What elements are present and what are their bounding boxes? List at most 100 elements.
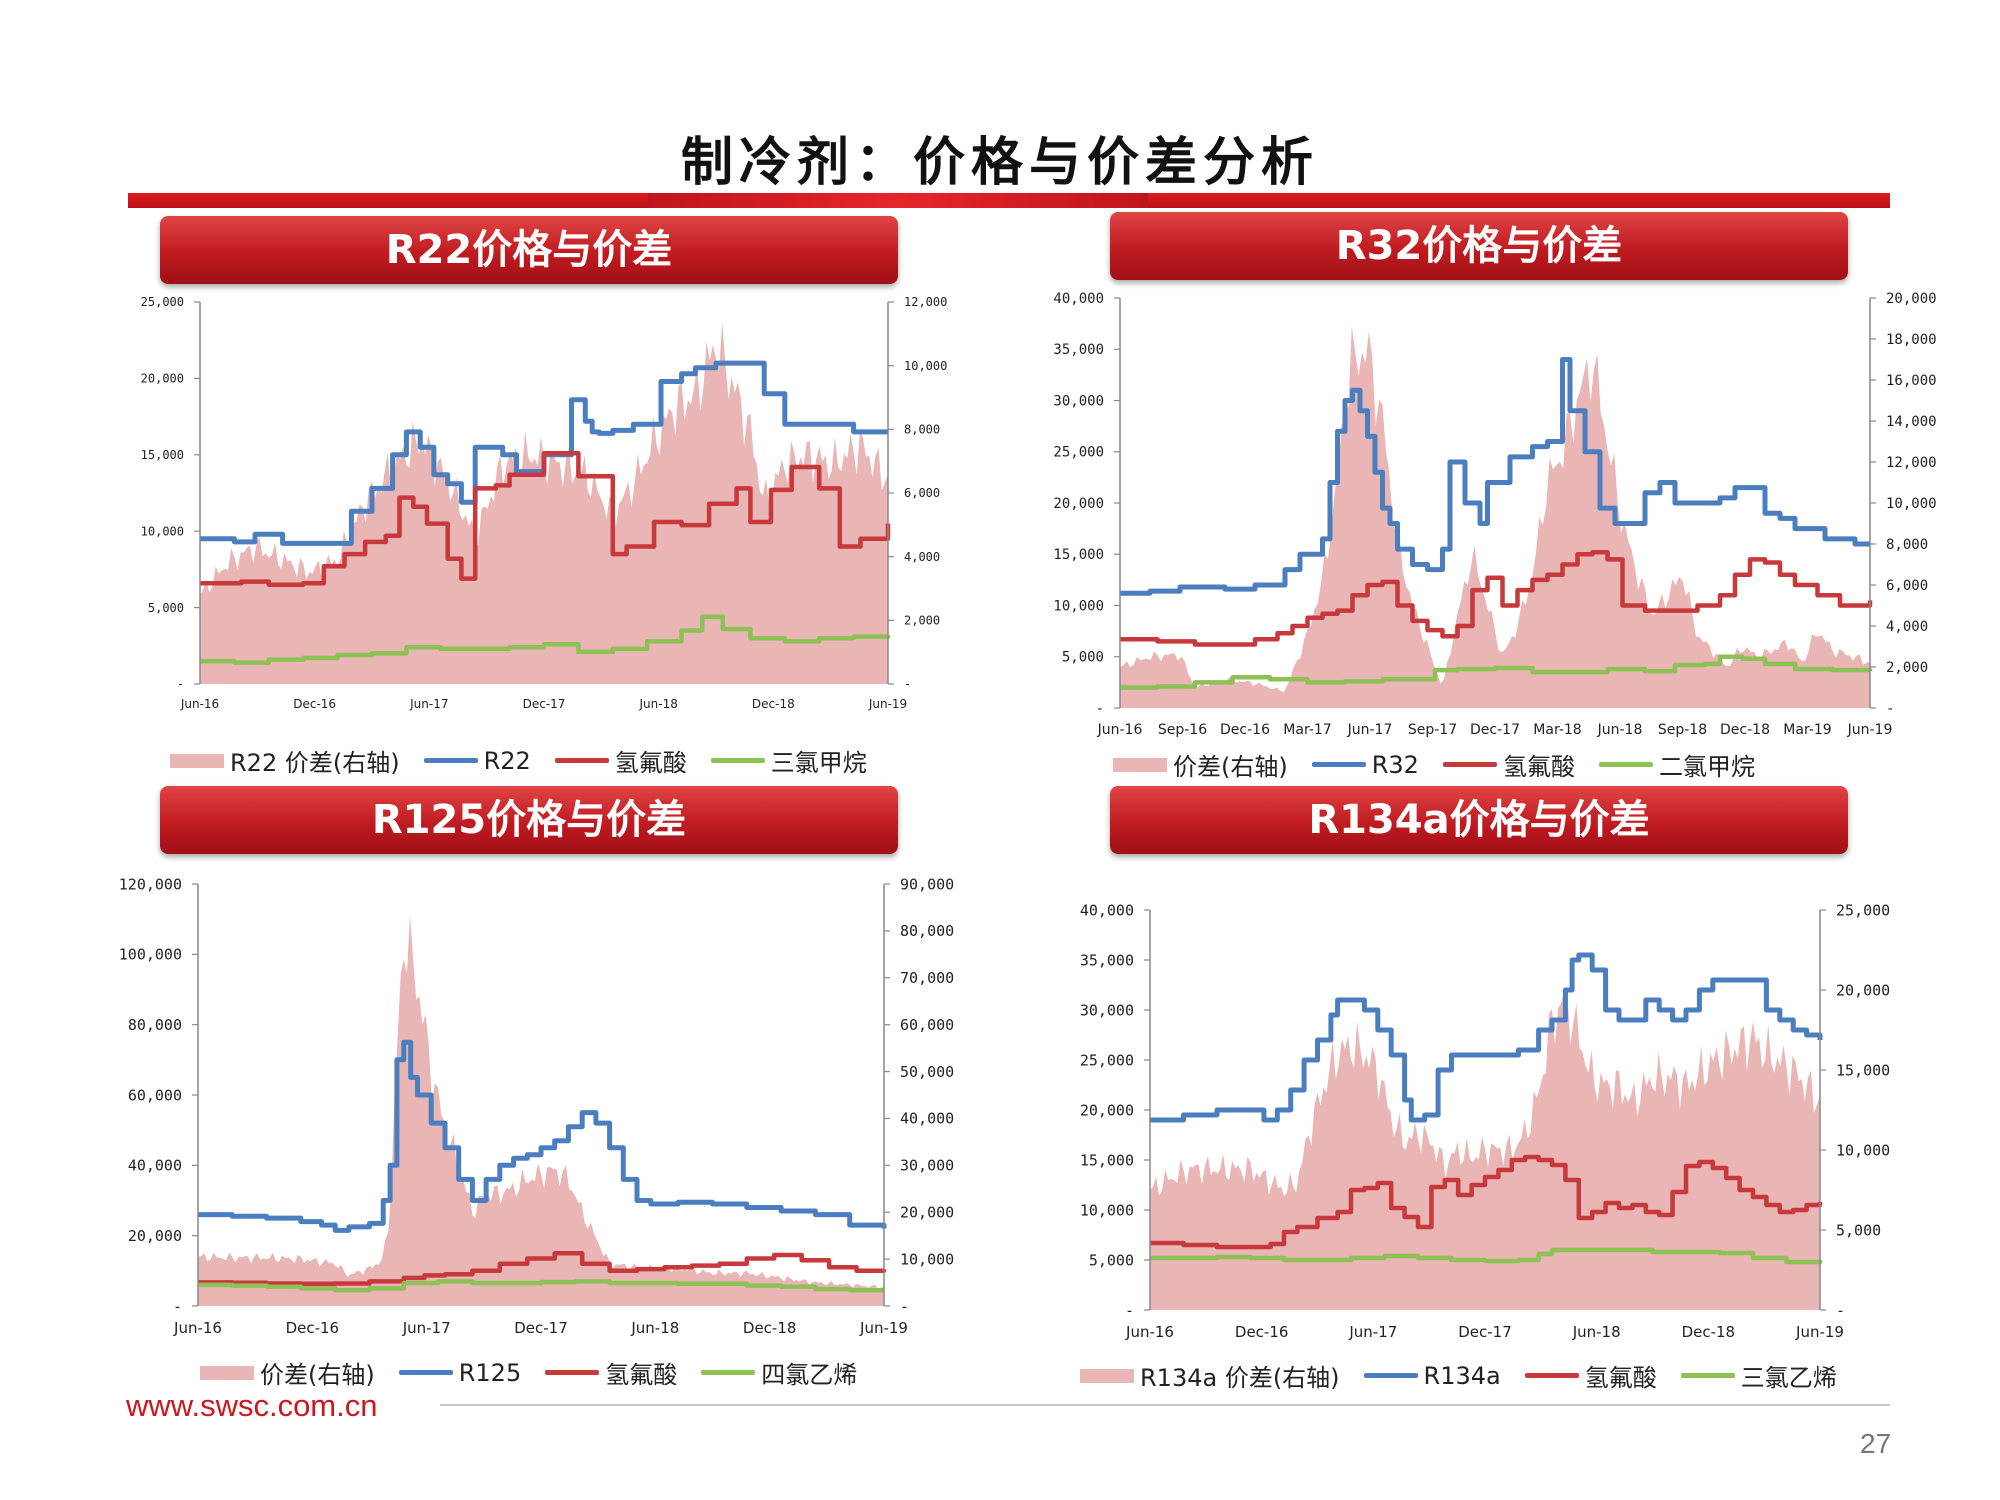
r125-y-left-tick-label: - (173, 1297, 182, 1315)
r125-x-tick-label: Dec-16 (286, 1319, 340, 1337)
r22-y-left-tick-label: 5,000 (148, 601, 184, 615)
r125-x-tick-label: Jun-19 (859, 1319, 908, 1337)
legend-swatch-feed (1598, 762, 1653, 767)
legend-swatch-main (1311, 762, 1366, 767)
r125-y-left-tick-label: 100,000 (119, 946, 182, 964)
r32-y-left-tick-label: 35,000 (1053, 342, 1104, 358)
r22-y-right-tick-label: 2,000 (904, 614, 940, 628)
r134a-y-left-tick-label: 35,000 (1080, 951, 1134, 969)
r32-x-tick-label: Sep-16 (1158, 722, 1207, 738)
r22-y-right-tick-label: 10,000 (904, 359, 947, 373)
r125-x-tick-label: Jun-17 (402, 1319, 451, 1337)
r32-x-tick-label: Dec-18 (1720, 722, 1770, 738)
r32-x-tick-label: Sep-18 (1658, 722, 1707, 738)
r32-y-left-tick-label: 20,000 (1053, 496, 1104, 512)
r32-y-right-tick-label: 4,000 (1886, 619, 1928, 635)
r134a-y-right-tick-label: 25,000 (1836, 901, 1890, 919)
r32-y-left-tick-label: 5,000 (1062, 650, 1104, 666)
legend-item: 氢氟酸 (1524, 1358, 1657, 1393)
legend-label: 三氯乙烯 (1740, 1364, 1837, 1392)
r32-x-tick-label: Jun-18 (1597, 722, 1643, 738)
r22-y-right-tick-label: 4,000 (904, 550, 940, 564)
r134a-y-left-tick-label: 10,000 (1080, 1201, 1134, 1219)
r134a-y-right-tick-label: 10,000 (1836, 1141, 1890, 1159)
r32-panel-title: R32价格与价差 (1110, 212, 1848, 280)
r32-y-right-tick-label: 16,000 (1886, 373, 1937, 389)
r32-x-tick-label: Jun-19 (1847, 722, 1893, 738)
legend-item: R32 (1311, 750, 1419, 779)
legend-item: 二氯甲烷 (1598, 747, 1755, 782)
legend-item: 氢氟酸 (545, 1355, 677, 1390)
r134a-y-right-tick-label: 15,000 (1836, 1061, 1890, 1079)
legend-swatch-feed (701, 1370, 756, 1375)
r32-y-right-tick-label: 6,000 (1886, 578, 1928, 594)
r125-x-tick-label: Jun-16 (173, 1319, 222, 1337)
r32-y-right-tick-label: 2,000 (1886, 660, 1928, 676)
r32-x-tick-label: Sep-17 (1408, 722, 1457, 738)
legend-label: R134a 价差(右轴) (1140, 1364, 1340, 1392)
r22-x-tick-label: Jun-17 (409, 697, 448, 711)
legend-item: 氢氟酸 (1442, 747, 1575, 782)
r22-x-tick-label: Jun-18 (638, 697, 677, 711)
r134a-x-tick-label: Jun-18 (1572, 1323, 1621, 1341)
r125-y-left-tick-label: 60,000 (128, 1086, 182, 1104)
legend-swatch-spread (1080, 1368, 1134, 1383)
legend-swatch-main (398, 1370, 453, 1375)
legend-item: R22 (423, 747, 531, 775)
legend-item: R134a 价差(右轴) (1080, 1358, 1340, 1393)
r125-legend: 价差(右轴) R125 氢氟酸 四氯乙烯 (200, 1355, 881, 1390)
r32-x-tick-label: Dec-16 (1220, 722, 1270, 738)
legend-label: R125 (458, 1358, 522, 1387)
legend-swatch-hf (545, 1370, 600, 1375)
legend-label: 氢氟酸 (605, 1361, 678, 1389)
r125-y-right-tick-label: 30,000 (900, 1157, 954, 1175)
r125-x-tick-label: Jun-18 (630, 1319, 679, 1337)
r22-y-right-tick-label: 12,000 (904, 295, 947, 309)
r22-y-left-tick-label: 20,000 (141, 372, 184, 386)
legend-label: 二氯甲烷 (1658, 753, 1755, 781)
r125-y-right-tick-label: 90,000 (900, 875, 954, 893)
legend-item: 价差(右轴) (1113, 747, 1288, 782)
r22-y-left-tick-label: 15,000 (141, 448, 184, 462)
footer-url-link[interactable]: www.swsc.com.cn (126, 1388, 378, 1423)
page-title: 制冷剂：价格与价差分析 (680, 132, 1319, 193)
r22-y-right-tick-label: - (904, 677, 911, 691)
r22-x-tick-label: Dec-16 (293, 697, 336, 711)
legend-item: 氢氟酸 (554, 743, 687, 778)
r134a-y-left-tick-label: 15,000 (1080, 1151, 1134, 1169)
r134a-x-tick-label: Jun-17 (1348, 1323, 1397, 1341)
r134a-x-tick-label: Jun-19 (1795, 1323, 1844, 1341)
legend-swatch-feed (710, 758, 765, 763)
r134a-y-left-tick-label: 40,000 (1080, 901, 1134, 919)
legend-label: R22 价差(右轴) (230, 749, 400, 777)
r22-series-spread-area (200, 322, 888, 684)
r134a-series-line-2 (1150, 1154, 1823, 1250)
legend-swatch-hf (554, 758, 609, 763)
legend-swatch-main (1363, 1373, 1418, 1378)
r125-y-left-tick-label: 40,000 (128, 1157, 182, 1175)
r134a-series-spread-area (1150, 988, 1820, 1310)
r134a-y-left-tick-label: 20,000 (1080, 1101, 1134, 1119)
r134a-y-right-tick-label: 5,000 (1836, 1221, 1881, 1239)
r22-y-left-tick-label: 10,000 (141, 524, 184, 538)
r22-y-left-tick-label: - (177, 677, 184, 691)
r125-series-line-3 (198, 1279, 884, 1293)
r134a-x-tick-label: Jun-16 (1125, 1323, 1174, 1341)
r22-x-tick-label: Dec-18 (752, 697, 795, 711)
r32-x-tick-label: Mar-19 (1783, 722, 1831, 738)
legend-item: 三氯甲烷 (710, 743, 867, 778)
r32-y-right-tick-label: 8,000 (1886, 537, 1928, 553)
r22-series-line-3 (200, 614, 891, 665)
r134a-y-left-tick-label: 30,000 (1080, 1001, 1134, 1019)
legend-swatch-spread (1113, 757, 1167, 772)
r22-legend: R22 价差(右轴) R22 氢氟酸 三氯甲烷 (170, 743, 891, 778)
r32-series-line-1 (1120, 357, 1870, 596)
legend-label: 四氯乙烯 (761, 1361, 858, 1389)
legend-label: 氢氟酸 (1502, 753, 1575, 781)
r22-x-tick-label: Jun-16 (180, 697, 219, 711)
legend-item: 价差(右轴) (200, 1355, 375, 1390)
legend-label: R32 (1371, 750, 1419, 779)
r32-series-line-2 (1120, 549, 1873, 647)
r32-y-left-tick-label: 30,000 (1053, 393, 1104, 409)
